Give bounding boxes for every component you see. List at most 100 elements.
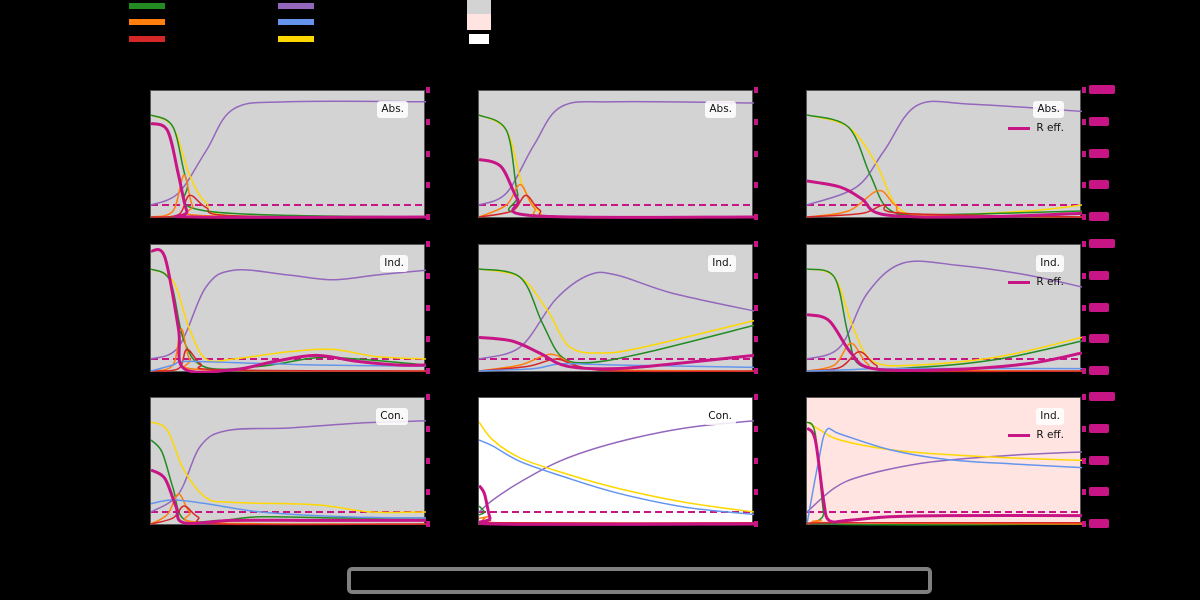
series-green: [479, 268, 754, 364]
reff-legend-label: R eff.: [1036, 122, 1064, 134]
right-axis-tick: [1082, 150, 1086, 157]
reff-legend-line: [1008, 433, 1031, 437]
series-orange: [807, 189, 1082, 218]
series-blue: [151, 499, 426, 519]
chart-panel-r1c2: Abs.: [478, 90, 754, 219]
series-purple: [479, 100, 754, 206]
right-axis-tick: [754, 118, 758, 125]
reff-legend: R eff.: [1008, 276, 1064, 288]
right-axis-tick: [754, 368, 758, 374]
right-axis-tick: [1082, 336, 1086, 343]
series-purple: [807, 451, 1082, 513]
series-red: [807, 351, 1082, 373]
reff-legend-label: R eff.: [1036, 276, 1064, 288]
panel-tag: Abs.: [1033, 101, 1064, 118]
right-axis-tick: [1082, 214, 1086, 220]
legend-bg-gray: [467, 0, 491, 14]
panel-tag: Con.: [704, 408, 736, 425]
right-axis-tick: [1082, 182, 1086, 189]
legend-swatch-orange: [129, 19, 165, 25]
series-purple: [807, 260, 1082, 360]
series-r-eff-: [807, 426, 1082, 524]
series-r-eff-: [151, 121, 426, 219]
series-r-eff-: [479, 157, 754, 219]
right-axis-tick: [754, 521, 758, 527]
panel-tag: Abs.: [705, 101, 736, 118]
right-axis-label: [1089, 116, 1109, 126]
reff-legend: R eff.: [1008, 429, 1064, 441]
series-r-eff-: [151, 248, 426, 373]
series-purple: [151, 269, 426, 360]
chart-panel-r2c3: Ind. R eff.: [806, 244, 1082, 373]
chart-panel-r1c3: Abs. R eff.: [806, 90, 1082, 219]
right-axis-tick: [426, 457, 430, 464]
series-yellow: [151, 268, 426, 363]
panel-tag: Ind.: [1036, 408, 1064, 425]
right-axis-label: [1089, 519, 1109, 528]
right-axis-tick: [1082, 457, 1086, 464]
series-purple: [479, 271, 754, 360]
series-r-eff-: [151, 468, 426, 525]
right-axis-tick: [426, 118, 430, 125]
right-axis-label: [1089, 455, 1109, 465]
right-axis-tick: [754, 489, 758, 496]
panel-tag: Abs.: [377, 101, 408, 118]
right-axis-tick: [1082, 241, 1086, 247]
right-axis-tick: [1082, 87, 1086, 93]
legend-swatch-yellow: [278, 36, 314, 42]
plot-area: [807, 260, 1082, 373]
right-axis-tick: [754, 87, 758, 93]
series-purple: [151, 420, 426, 513]
series-yellow: [479, 421, 754, 513]
plot-area: [151, 420, 426, 526]
series-r-eff-: [479, 484, 754, 526]
series-green: [479, 505, 754, 525]
right-axis-tick: [426, 150, 430, 157]
right-axis-label: [1089, 148, 1109, 158]
right-axis-tick: [754, 425, 758, 432]
right-axis-tick: [754, 457, 758, 464]
reff-legend-label: R eff.: [1036, 429, 1064, 441]
right-axis-label: [1089, 302, 1109, 312]
right-axis-tick: [1082, 272, 1086, 279]
right-axis-tick: [1082, 521, 1086, 527]
series-purple: [807, 100, 1082, 206]
series-yellow: [479, 268, 754, 354]
legend-swatch-blue: [278, 19, 314, 25]
right-axis-tick: [754, 272, 758, 279]
right-axis-tick: [426, 489, 430, 496]
right-axis-tick: [426, 336, 430, 343]
series-blue: [479, 362, 754, 372]
right-axis-tick: [1082, 118, 1086, 125]
right-axis-label: [1089, 270, 1109, 280]
series-yellow: [807, 421, 1082, 462]
plot-area: [151, 100, 426, 219]
right-axis-tick: [426, 368, 430, 374]
series-blue: [479, 439, 754, 516]
chart-panel-r3c1: Con.: [150, 397, 426, 526]
chart-panel-r1c1: Abs.: [150, 90, 426, 219]
right-axis-tick: [426, 272, 430, 279]
right-axis-tick: [1082, 368, 1086, 374]
chart-panel-r3c3: Ind. R eff.: [806, 397, 1082, 526]
right-axis-label: [1089, 239, 1115, 248]
right-axis-tick: [754, 394, 758, 400]
reff-legend-line: [1008, 126, 1031, 130]
right-axis-tick: [426, 214, 430, 220]
plot-area: [807, 421, 1082, 526]
right-axis-label: [1089, 334, 1109, 344]
series-r-eff-: [479, 335, 754, 371]
series-yellow: [151, 421, 426, 514]
right-axis-tick: [426, 425, 430, 432]
right-axis-label: [1089, 85, 1115, 94]
right-axis-label: [1089, 212, 1109, 221]
series-red: [151, 505, 426, 526]
reff-legend: R eff.: [1008, 122, 1064, 134]
legend-swatch-green: [129, 3, 165, 9]
right-axis-tick: [754, 150, 758, 157]
right-axis-tick: [426, 304, 430, 311]
panel-tag: Con.: [376, 408, 408, 425]
legend-swatch-purple: [278, 3, 314, 9]
caption-text: [351, 571, 928, 579]
right-axis-tick: [426, 182, 430, 189]
